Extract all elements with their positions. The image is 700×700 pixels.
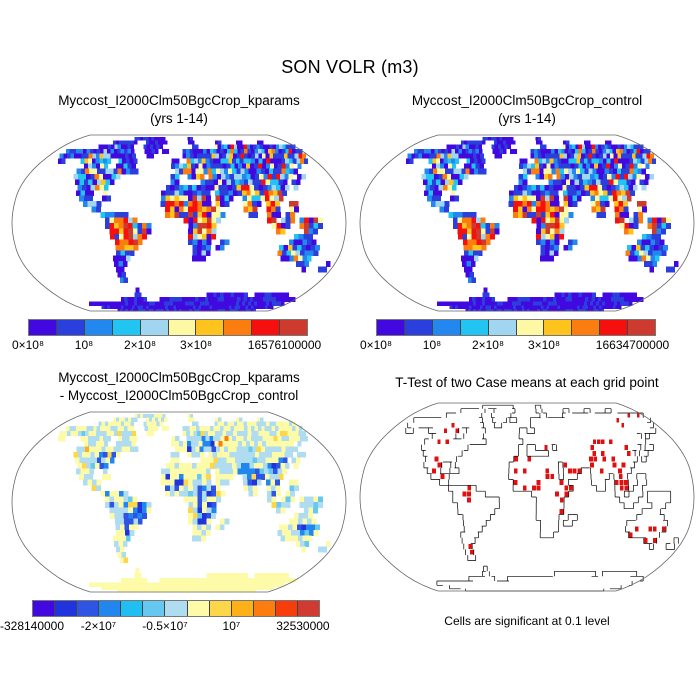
colorbar-segment: [139, 320, 168, 335]
colorbar-segment: [167, 320, 196, 335]
colorbar-segment: [98, 601, 121, 616]
panel-control-title: Myccost_I2000Clm50BgcCrop_control (yrs 1…: [356, 92, 698, 128]
colorbar-tick-label: 10⁷: [222, 619, 241, 633]
coastline: [405, 404, 679, 592]
colorbar-tick-label: 2×10⁸: [123, 338, 157, 352]
colorbar-segment: [403, 320, 432, 335]
colorbar-control-ticks: 0×10⁸ 10⁸ 2×10⁸ 3×10⁸ 16634700000: [360, 338, 669, 353]
colorbar-tick-label: -328140000: [0, 619, 65, 633]
colorbar-segment: [251, 320, 280, 335]
data-cells: [57, 137, 331, 312]
colorbar-segment: [29, 320, 56, 335]
map-difference: [11, 411, 347, 593]
colorbar-segment: [279, 320, 308, 335]
colorbar-segment: [296, 601, 320, 616]
colorbar-segment: [252, 601, 275, 616]
colorbar-kparams-ticks: 0×10⁸ 10⁸ 2×10⁸ 3×10⁸ 16576100000: [12, 338, 321, 353]
colorbar-kparams-boxes: [28, 319, 308, 336]
colorbar-tick-label: 3×10⁸: [179, 338, 213, 352]
colorbar-tick-label: 32530000: [276, 619, 330, 633]
colorbar-tick-label: 16576100000: [247, 338, 322, 352]
panel-ttest: T-Test of two Case means at each grid po…: [356, 374, 698, 628]
colorbar-tick-label: 10⁸: [422, 338, 442, 352]
projection-border: [359, 134, 695, 312]
panel-difference-title: Myccost_I2000Clm50BgcCrop_kparams - Mycc…: [8, 369, 350, 405]
colorbar-tick-label: 2×10⁸: [471, 338, 505, 352]
colorbar-tick-label: -2×10⁷: [80, 619, 117, 633]
colorbar-difference-boxes: [32, 600, 320, 617]
map-kparams: [11, 134, 347, 312]
projection-border: [359, 402, 695, 592]
colorbar-segment: [459, 320, 488, 335]
colorbar-difference: -328140000 -2×10⁷ -0.5×10⁷ 10⁷ 32530000: [0, 600, 330, 634]
colorbar-tick-label: -0.5×10⁷: [142, 619, 188, 633]
colorbar-segment: [230, 601, 253, 616]
projection-border: [11, 411, 347, 593]
panel-control-title-line1: Myccost_I2000Clm50BgcCrop_control: [411, 93, 643, 108]
colorbar-segment: [627, 320, 656, 335]
colorbar-tick-label: 16634700000: [595, 338, 670, 352]
colorbar-segment: [142, 601, 165, 616]
colorbar-segment: [54, 601, 77, 616]
panel-difference: Myccost_I2000Clm50BgcCrop_kparams - Mycc…: [0, 369, 350, 634]
colorbar-segment: [186, 601, 209, 616]
colorbar-segment: [487, 320, 516, 335]
panel-kparams: Myccost_I2000Clm50BgcCrop_kparams (yrs 1…: [8, 92, 350, 353]
projection-border: [11, 134, 347, 312]
colorbar-segment: [111, 320, 140, 335]
colorbar-kparams: 0×10⁸ 10⁸ 2×10⁸ 3×10⁸ 16576100000: [12, 319, 321, 353]
colorbar-tick-label: 0×10⁸: [359, 338, 393, 352]
colorbar-tick-label: 10⁸: [74, 338, 94, 352]
significant-cells: [432, 413, 666, 555]
ttest-caption: Cells are significant at 0.1 level: [444, 614, 610, 628]
colorbar-tick-label: 0×10⁸: [11, 338, 45, 352]
colorbar-segment: [208, 601, 231, 616]
panel-kparams-title-line1: Myccost_I2000Clm50BgcCrop_kparams: [58, 93, 300, 108]
panel-control: Myccost_I2000Clm50BgcCrop_control (yrs 1…: [356, 92, 698, 353]
colorbar-difference-ticks: -328140000 -2×10⁷ -0.5×10⁷ 10⁷ 32530000: [0, 619, 330, 634]
panel-ttest-title: T-Test of two Case means at each grid po…: [356, 374, 698, 392]
panel-kparams-title: Myccost_I2000Clm50BgcCrop_kparams (yrs 1…: [8, 92, 350, 128]
colorbar-segment: [164, 601, 187, 616]
colorbar-segment: [274, 601, 297, 616]
colorbar-control: 0×10⁸ 10⁸ 2×10⁸ 3×10⁸ 16634700000: [360, 319, 669, 353]
colorbar-segment: [515, 320, 544, 335]
panel-kparams-title-line2: (yrs 1-14): [150, 111, 208, 126]
colorbar-segment: [223, 320, 252, 335]
map-ttest: [359, 402, 695, 592]
panel-ttest-title-line1: T-Test of two Case means at each grid po…: [395, 375, 659, 390]
colorbar-segment: [377, 320, 404, 335]
colorbar-control-boxes: [376, 319, 656, 336]
colorbar-segment: [599, 320, 628, 335]
colorbar-segment: [571, 320, 600, 335]
colorbar-segment: [543, 320, 572, 335]
colorbar-segment: [120, 601, 143, 616]
colorbar-segment: [83, 320, 112, 335]
panel-difference-title-line2: - Myccost_I2000Clm50BgcCrop_control: [59, 388, 299, 403]
colorbar-segment: [33, 601, 55, 616]
panel-control-title-line2: (yrs 1-14): [498, 111, 556, 126]
colorbar-segment: [76, 601, 99, 616]
colorbar-segment: [55, 320, 84, 335]
data-cells: [57, 414, 331, 593]
map-control: [359, 134, 695, 312]
data-cells: [405, 137, 679, 312]
colorbar-segment: [195, 320, 224, 335]
colorbar-tick-label: 3×10⁸: [527, 338, 561, 352]
panel-difference-title-line1: Myccost_I2000Clm50BgcCrop_kparams: [58, 370, 300, 385]
figure-title: SON VOLR (m3): [281, 57, 419, 77]
colorbar-segment: [431, 320, 460, 335]
